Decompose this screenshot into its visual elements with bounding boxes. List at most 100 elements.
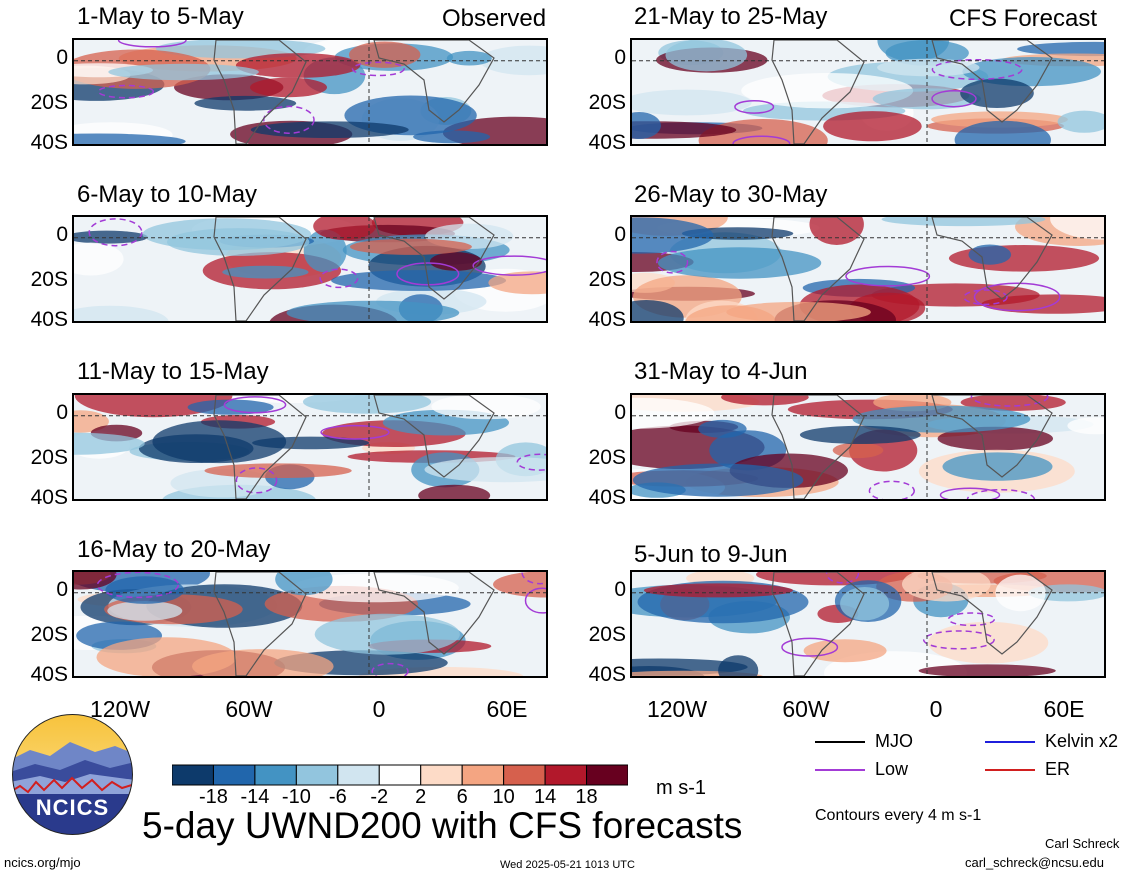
lat-tick: 40S: [30, 486, 68, 509]
lon-tick: 60W: [782, 696, 830, 722]
lon-tick: 60E: [486, 696, 528, 722]
anomaly-blob: [302, 395, 432, 414]
anomaly-blob: [479, 45, 546, 76]
contour-line: [263, 105, 315, 134]
south-america-outline: [771, 395, 865, 499]
contour-line: [656, 250, 689, 274]
anomaly-blob: [954, 120, 1051, 144]
anomaly-blob: [74, 133, 186, 144]
colorbar-tick: -10: [281, 786, 311, 808]
anomaly-blob: [204, 463, 352, 478]
south-america-outline: [771, 40, 865, 144]
colorbar-swatch: [420, 764, 463, 786]
anomaly-blob: [632, 112, 661, 139]
anomaly-blob: [881, 217, 1046, 227]
contour-line: [521, 572, 546, 585]
colorbar-swatch: [254, 764, 297, 786]
colorbar-tick: -2: [370, 786, 389, 808]
colorbar-swatch: [212, 764, 256, 786]
lat-tick: 0: [56, 46, 68, 69]
legend-label: Kelvin x2: [1045, 731, 1119, 751]
colorbar-swatch: [337, 764, 380, 786]
contour-line: [939, 487, 1001, 499]
anomaly-blob: [105, 576, 184, 604]
africa-outline: [931, 572, 1053, 655]
contour-line: [88, 218, 143, 247]
lat-tick: 0: [56, 223, 68, 246]
contour-line: [781, 637, 839, 657]
lat-tick: 20S: [30, 268, 68, 291]
lat-tick: 20S: [588, 623, 626, 646]
anomaly-blob: [877, 40, 950, 62]
site-url: ncics.org/mjo: [4, 855, 81, 870]
africa-outline: [931, 395, 1053, 478]
anomaly-blob: [430, 252, 482, 271]
contour-line: [734, 99, 775, 114]
contour-note: Contours every 4 m s-1: [815, 807, 982, 824]
colorbar-swatch: [461, 764, 505, 786]
lat-tick: 0: [614, 46, 626, 69]
anomaly-blob: [968, 244, 1012, 265]
anomaly-blob: [331, 270, 507, 291]
anomaly-blob: [194, 95, 297, 111]
lon-tick: 120W: [89, 696, 151, 722]
anomaly-blob: [852, 405, 1031, 433]
south-america-outline: [213, 395, 307, 499]
anomaly-blob: [142, 218, 312, 251]
lon-tick: 60W: [225, 696, 273, 722]
anomaly-blob: [741, 73, 914, 109]
anomaly-blob: [632, 463, 804, 497]
colorbar-tick: 6: [456, 786, 468, 808]
contour-line: [472, 255, 546, 276]
africa-outline: [373, 572, 495, 655]
africa-outline: [373, 40, 495, 123]
anomaly-blob: [74, 242, 124, 276]
contour-line: [351, 61, 405, 77]
contour-line: [825, 572, 860, 584]
lat-tick: 40S: [588, 131, 626, 154]
lat-tick: 20S: [588, 446, 626, 469]
timestamp: Wed 2025-05-21 1013 UTC: [500, 859, 635, 871]
colorbar-tick: 14: [533, 786, 557, 808]
colorbar-swatch: [586, 764, 628, 786]
anomaly-field: [632, 217, 1104, 321]
anomaly-blob: [250, 77, 327, 98]
contour-line: [922, 630, 995, 650]
contour-line: [973, 282, 1061, 312]
lat-tick: 20S: [30, 623, 68, 646]
anomaly-field: [632, 395, 1104, 499]
map-panel: [72, 215, 548, 323]
map-panel: [630, 38, 1106, 146]
anomaly-blob: [108, 63, 259, 81]
contour-line: [223, 396, 287, 414]
anomaly-blob: [902, 572, 991, 602]
anomaly-blob: [823, 111, 922, 142]
lat-tick: 40S: [30, 663, 68, 686]
contour-line: [845, 265, 931, 287]
anomaly-blob: [877, 58, 980, 77]
anomaly-blob: [960, 78, 1034, 108]
lon-tick: 120W: [646, 696, 708, 722]
anomaly-field: [632, 572, 1104, 676]
map-panel: [630, 393, 1106, 501]
anomaly-field: [74, 217, 546, 321]
anomaly-blob: [252, 436, 370, 450]
panel-title: 5-Jun to 9-Jun: [634, 541, 788, 568]
legend-swatch: [815, 741, 865, 743]
anomaly-blob: [424, 457, 546, 483]
south-america-outline: [771, 572, 865, 676]
contour-line: [524, 587, 546, 614]
panel-title: 31-May to 4-Jun: [634, 358, 808, 385]
anomaly-blob: [799, 425, 921, 444]
anomaly-blob: [275, 572, 333, 596]
colorbar-swatch: [378, 764, 422, 786]
anomaly-blob: [981, 294, 1104, 314]
anomaly-blob: [1050, 217, 1104, 240]
colorbar-swatch: [503, 764, 546, 786]
cfs-forecast-label: CFS Forecast: [949, 5, 1098, 32]
anomaly-blob: [1057, 110, 1104, 133]
south-america-outline: [213, 572, 307, 676]
anomaly-blob: [632, 217, 714, 254]
anomaly-blob: [286, 300, 460, 321]
map-panel: [72, 570, 548, 678]
